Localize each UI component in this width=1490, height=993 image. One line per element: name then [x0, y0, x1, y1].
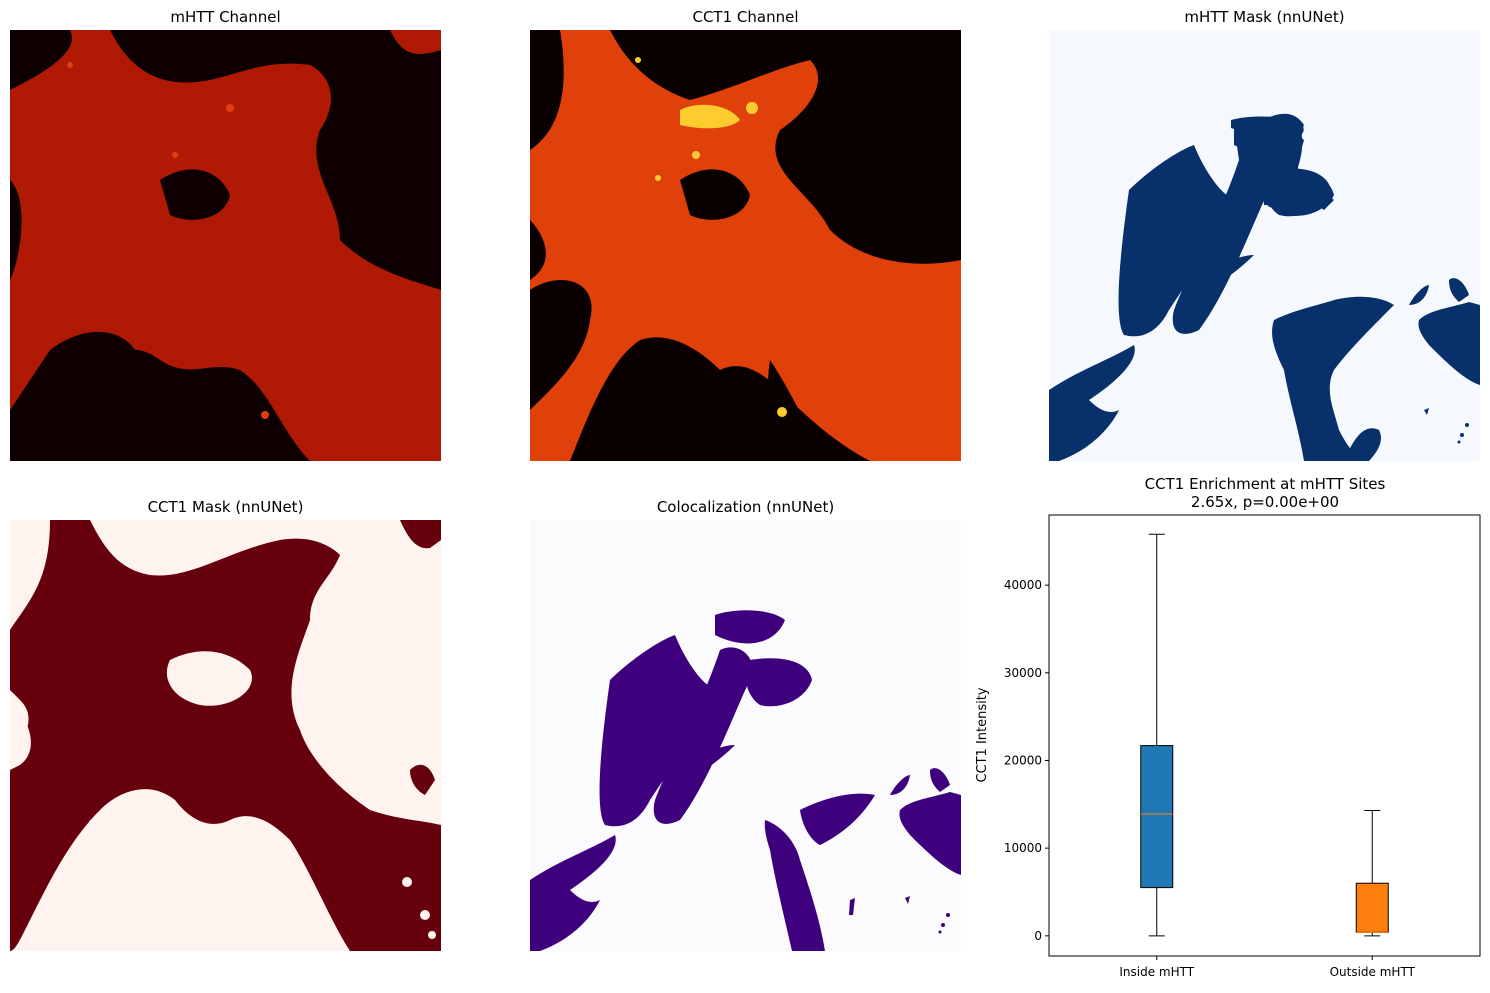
- colocalization-image: [530, 520, 961, 951]
- colocalization-panel: Colocalization (nnUNet): [530, 490, 961, 951]
- chart-title-line-1: CCT1 Enrichment at mHTT Sites: [1145, 475, 1386, 493]
- cct1-mask-panel: CCT1 Mask (nnUNet): [10, 490, 441, 951]
- colocalization-svg: [530, 520, 961, 951]
- colocalization-title: Colocalization (nnUNet): [656, 498, 835, 516]
- y-tick-label: 20000: [1004, 753, 1042, 767]
- x-axis-ticks: Inside mHTT Outside mHTT: [1119, 956, 1416, 979]
- box-series: [1140, 533, 1389, 937]
- mhtt-channel-title: mHTT Channel: [170, 8, 281, 26]
- chart-title-line-2: 2.65x, p=0.00e+00: [1191, 493, 1339, 511]
- cct1-mask-image: [10, 520, 441, 951]
- cct1-channel-svg: [530, 30, 961, 461]
- y-tick-label: 40000: [1004, 578, 1042, 592]
- plot-frame: [1048, 514, 1481, 957]
- y-axis-ticks: 0 10000 20000 30000 40000: [1004, 578, 1049, 943]
- x-tick-label: Inside mHTT: [1119, 965, 1194, 979]
- enrichment-boxplot-svg: CCT1 Enrichment at mHTT Sites 2.65x, p=0…: [975, 475, 1481, 979]
- enrichment-boxplot-panel: CCT1 Enrichment at mHTT Sites 2.65x, p=0…: [960, 470, 1490, 989]
- mhtt-channel-svg: [10, 30, 441, 461]
- x-tick-label: Outside mHTT: [1330, 965, 1416, 979]
- cct1-channel-title: CCT1 Channel: [692, 8, 799, 26]
- box-outside-mhtt: [1355, 882, 1389, 933]
- mhtt-mask-svg: [1049, 30, 1480, 461]
- cct1-mask-svg: [10, 520, 441, 951]
- cct1-mask-title: CCT1 Mask (nnUNet): [147, 498, 304, 516]
- y-tick-label: 10000: [1004, 841, 1042, 855]
- mhtt-mask-title: mHTT Mask (nnUNet): [1184, 8, 1345, 26]
- y-tick-label: 0: [1034, 929, 1042, 943]
- y-tick-label: 30000: [1004, 666, 1042, 680]
- cct1-channel-panel: CCT1 Channel: [530, 0, 961, 461]
- mhtt-mask-image: [1049, 30, 1480, 461]
- box-inside-mhtt: [1140, 745, 1174, 889]
- mhtt-channel-panel: mHTT Channel: [10, 0, 441, 461]
- mhtt-channel-image: [10, 30, 441, 461]
- mhtt-mask-panel: mHTT Mask (nnUNet): [1049, 0, 1480, 461]
- y-axis-label: CCT1 Intensity: [975, 687, 990, 782]
- cct1-channel-image: [530, 30, 961, 461]
